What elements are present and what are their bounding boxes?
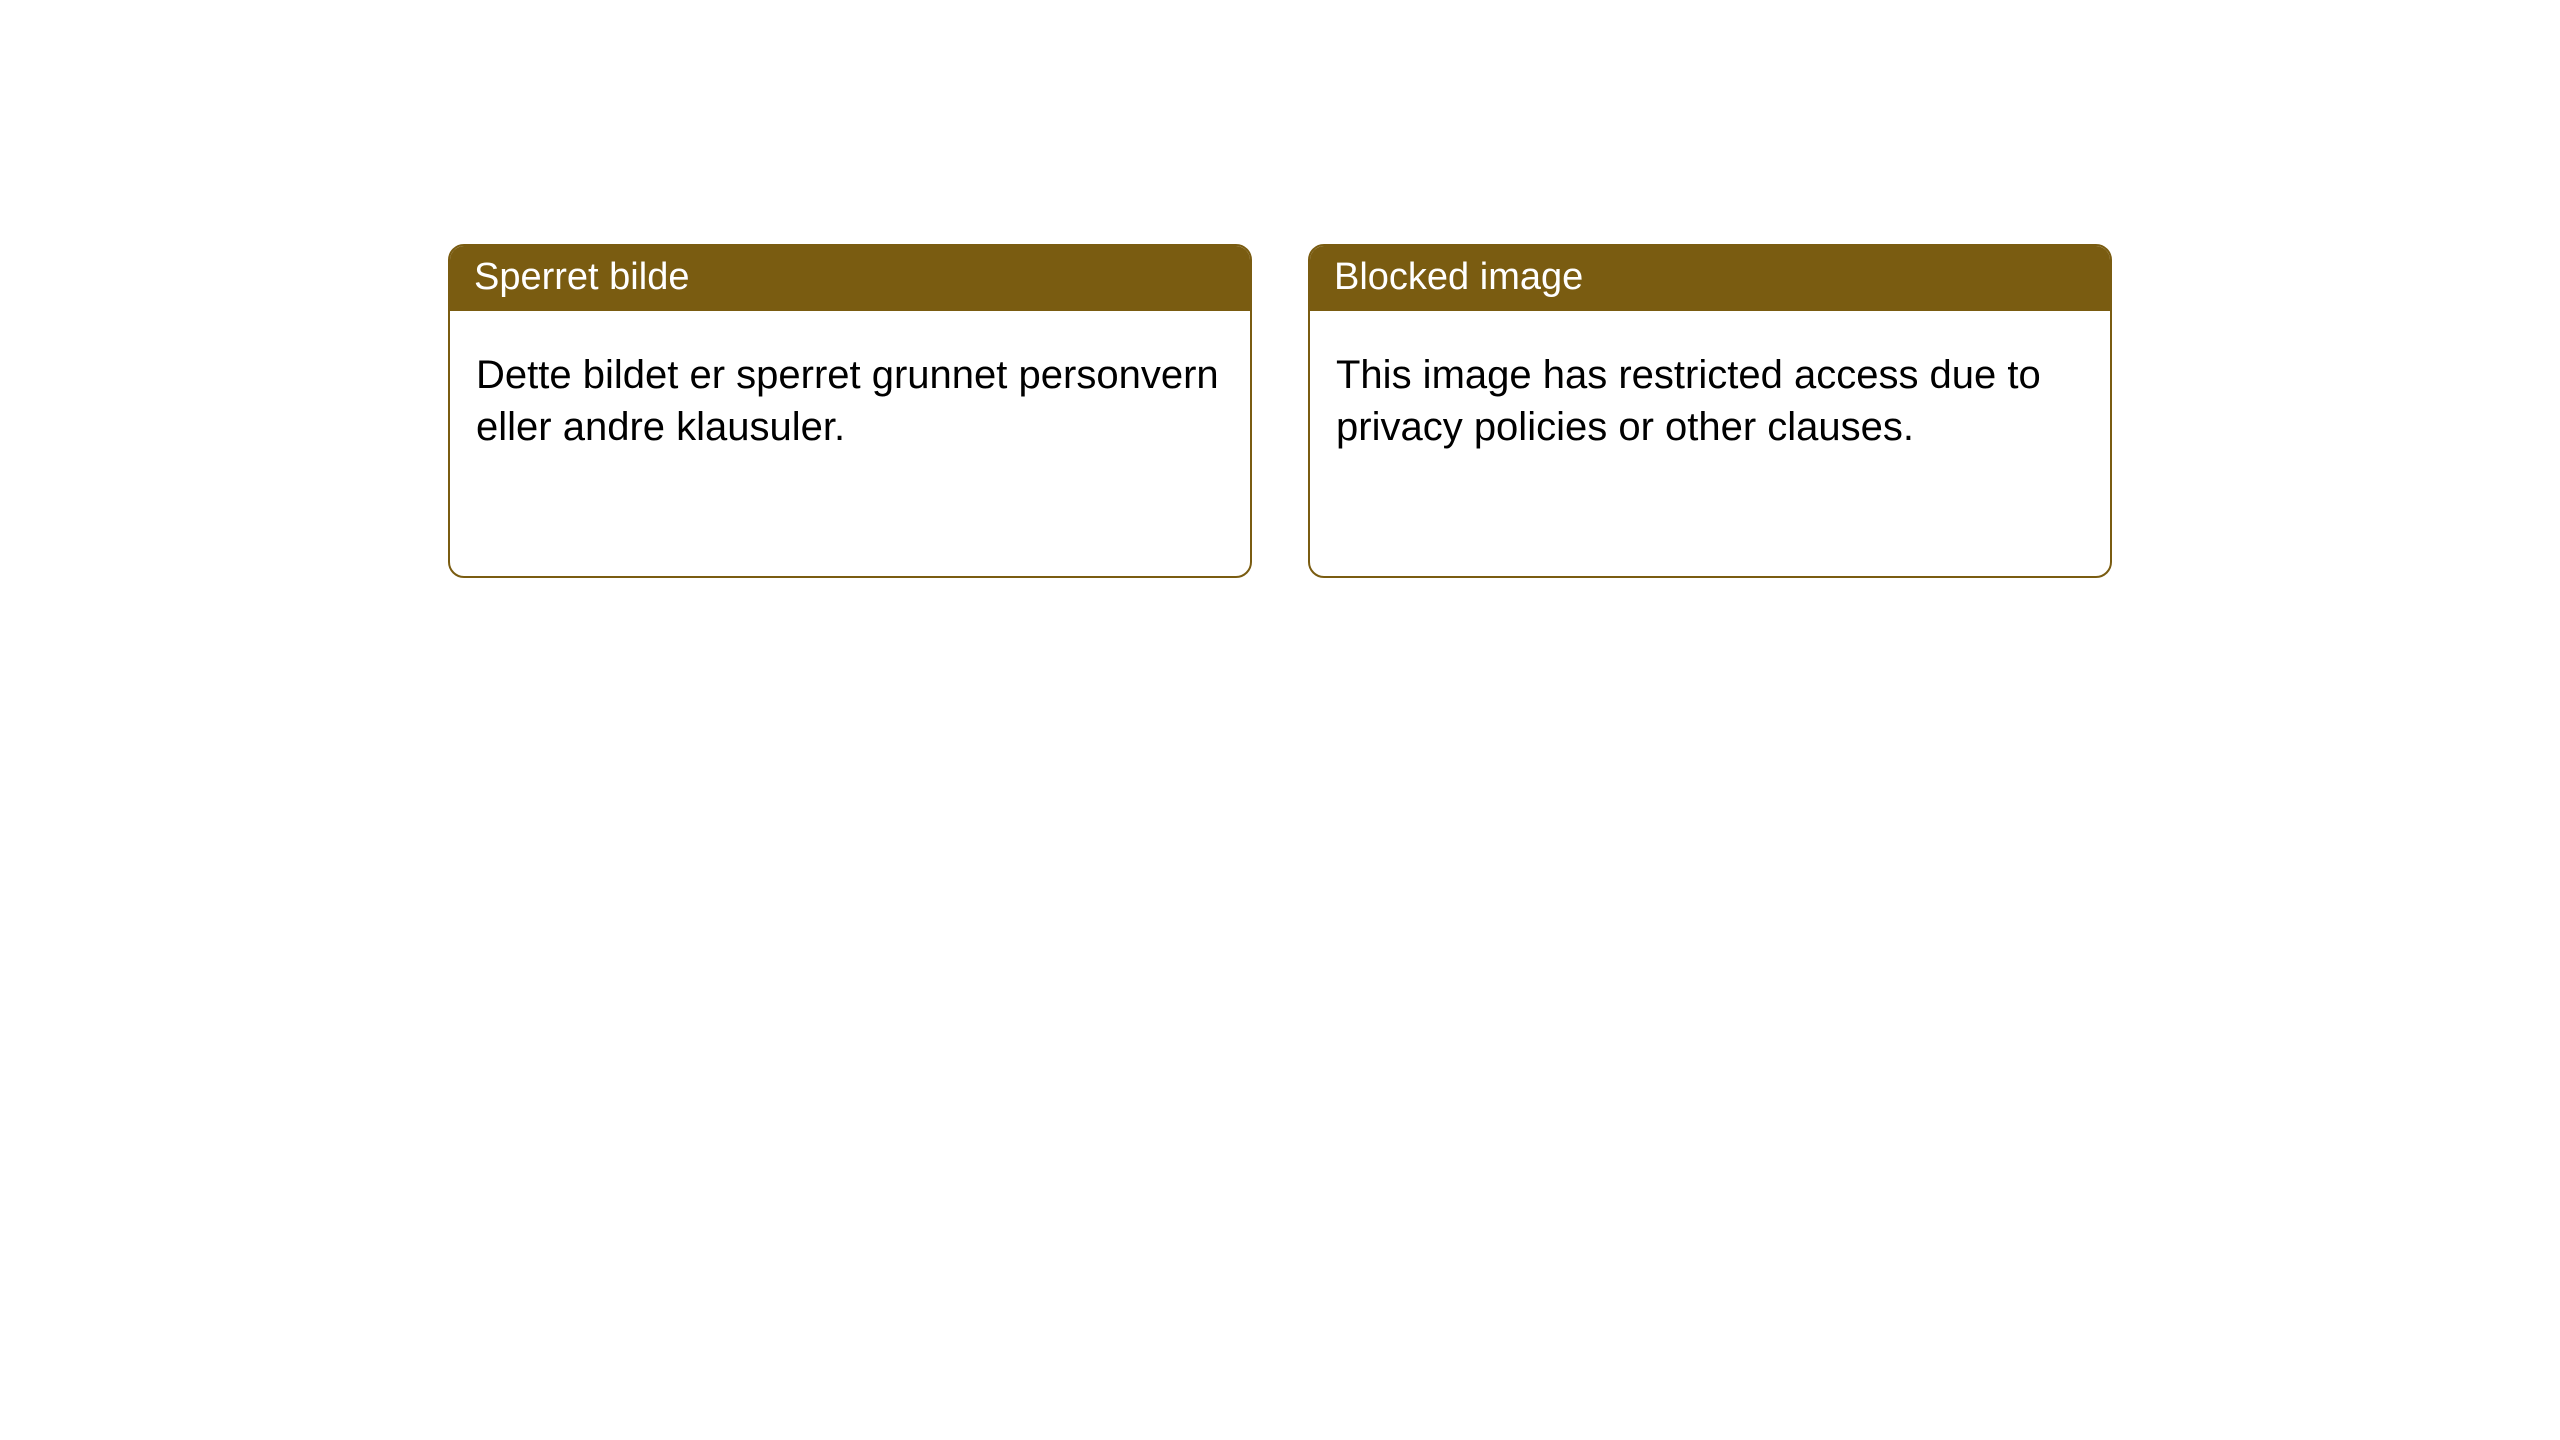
notice-card-norwegian: Sperret bilde Dette bildet er sperret gr… bbox=[448, 244, 1252, 578]
notice-body-english: This image has restricted access due to … bbox=[1310, 311, 2110, 491]
notice-body-norwegian: Dette bildet er sperret grunnet personve… bbox=[450, 311, 1250, 491]
notice-cards-container: Sperret bilde Dette bildet er sperret gr… bbox=[0, 0, 2560, 578]
notice-header-norwegian: Sperret bilde bbox=[450, 246, 1250, 311]
notice-card-english: Blocked image This image has restricted … bbox=[1308, 244, 2112, 578]
notice-header-english: Blocked image bbox=[1310, 246, 2110, 311]
